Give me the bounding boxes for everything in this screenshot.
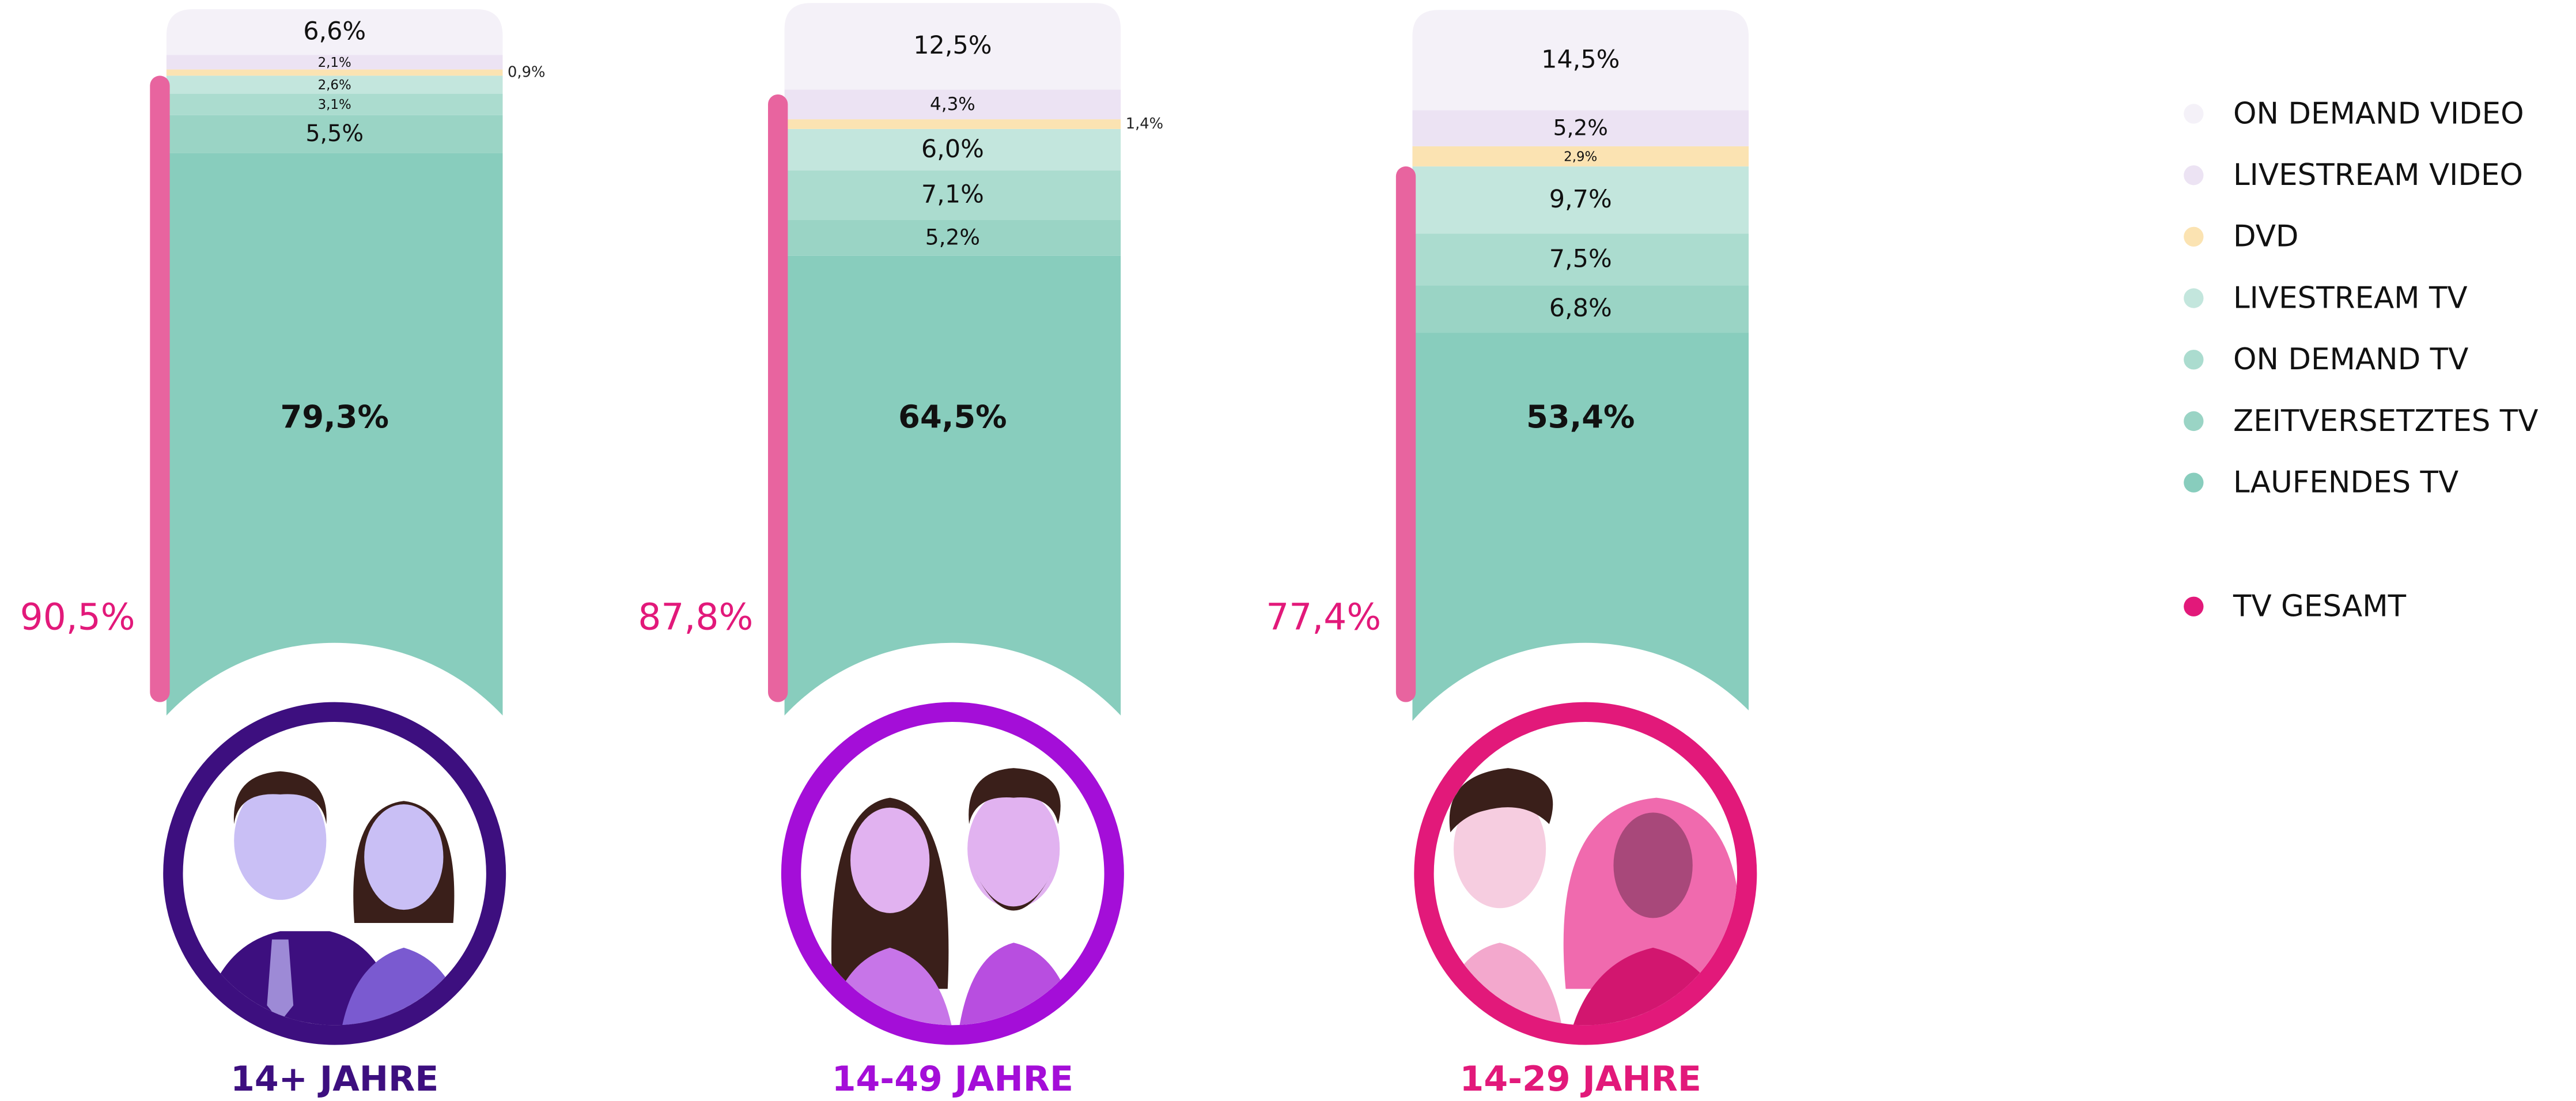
bar-segment <box>784 170 1121 220</box>
bar-segment <box>784 128 1121 171</box>
value-label: 2,6% <box>318 78 351 93</box>
legend-label: LIVESTREAM TV <box>2233 281 2468 315</box>
bar-segment <box>1412 166 1749 234</box>
legend-swatch <box>2184 165 2204 186</box>
legend-label: TV GESAMT <box>2233 589 2407 624</box>
value-label: 5,5% <box>305 120 364 147</box>
bar-segment <box>784 220 1121 256</box>
total-label: 77,4% <box>1266 596 1381 638</box>
bar-segment <box>166 115 503 153</box>
value-label: 9,7% <box>1549 185 1612 214</box>
value-label: 7,1% <box>921 180 984 209</box>
legend-label: ZEITVERSETZTES TV <box>2233 404 2538 438</box>
value-label: 12,5% <box>913 31 992 60</box>
value-label: 14,5% <box>1541 45 1620 74</box>
bar-segment <box>1412 233 1749 286</box>
bar-segment <box>166 75 503 94</box>
legend-label: LAUFENDES TV <box>2233 466 2458 500</box>
bar-segment <box>166 69 503 76</box>
value-label: 2,1% <box>318 55 351 70</box>
value-label: 7,5% <box>1549 244 1612 273</box>
total-label: 90,5% <box>20 596 135 638</box>
category-label: 14+ JAHRE <box>230 1059 438 1099</box>
avatar <box>824 768 1080 1026</box>
bar-segment <box>1412 146 1749 167</box>
value-label: 4,3% <box>930 94 975 115</box>
value-label: 1,4% <box>1126 115 1163 133</box>
legend-swatch <box>2184 350 2204 370</box>
value-label: 64,5% <box>898 399 1007 435</box>
avatar <box>198 771 470 1026</box>
legend-swatch <box>2184 226 2204 247</box>
total-label: 87,8% <box>638 596 753 638</box>
legend-swatch <box>2184 596 2204 616</box>
bar-segment <box>1412 10 1749 111</box>
bars <box>166 3 1749 752</box>
total-bar <box>1395 166 1416 702</box>
value-label: 79,3% <box>280 399 388 435</box>
bar-segment <box>166 9 503 55</box>
bar-segment <box>784 3 1121 90</box>
total-bar <box>768 94 788 702</box>
value-label: 3,1% <box>318 97 351 112</box>
value-label: 6,0% <box>921 135 984 164</box>
legend-swatch <box>2184 472 2204 493</box>
value-label: 53,4% <box>1526 399 1635 435</box>
legend-swatch <box>2184 288 2204 308</box>
total-bar <box>150 75 170 702</box>
icons <box>104 642 1817 1101</box>
bar-segment <box>166 55 503 70</box>
category-label: 14-49 JAHRE <box>832 1059 1073 1099</box>
value-label: 0,9% <box>508 63 545 81</box>
legend-label: LIVESTREAM VIDEO <box>2233 158 2523 192</box>
value-label: 5,2% <box>1553 115 1608 141</box>
legend-label: DVD <box>2233 220 2299 254</box>
avatar <box>1433 768 1737 1026</box>
overlay: 79,3% 5,5% 3,1% 2,6% 0,9% 2,1% 6,6% 14+ JAHRE 64… <box>20 17 2539 1100</box>
legend-label: ON DEMAND TV <box>2233 342 2468 377</box>
value-label: 6,8% <box>1549 294 1612 323</box>
bar-segment <box>1412 110 1749 146</box>
bar-segment <box>1412 285 1749 333</box>
legend-label: ON DEMAND VIDEO <box>2233 96 2524 131</box>
legend-swatch <box>2184 411 2204 432</box>
bar-segment <box>166 93 503 115</box>
legend-swatch <box>2184 104 2204 124</box>
bar-segment <box>784 89 1121 120</box>
value-label: 5,2% <box>925 224 980 249</box>
category-label: 14-29 JAHRE <box>1460 1059 1701 1099</box>
bar-segment <box>784 119 1121 129</box>
value-label: 6,6% <box>303 17 366 46</box>
value-label: 2,9% <box>1564 149 1597 164</box>
